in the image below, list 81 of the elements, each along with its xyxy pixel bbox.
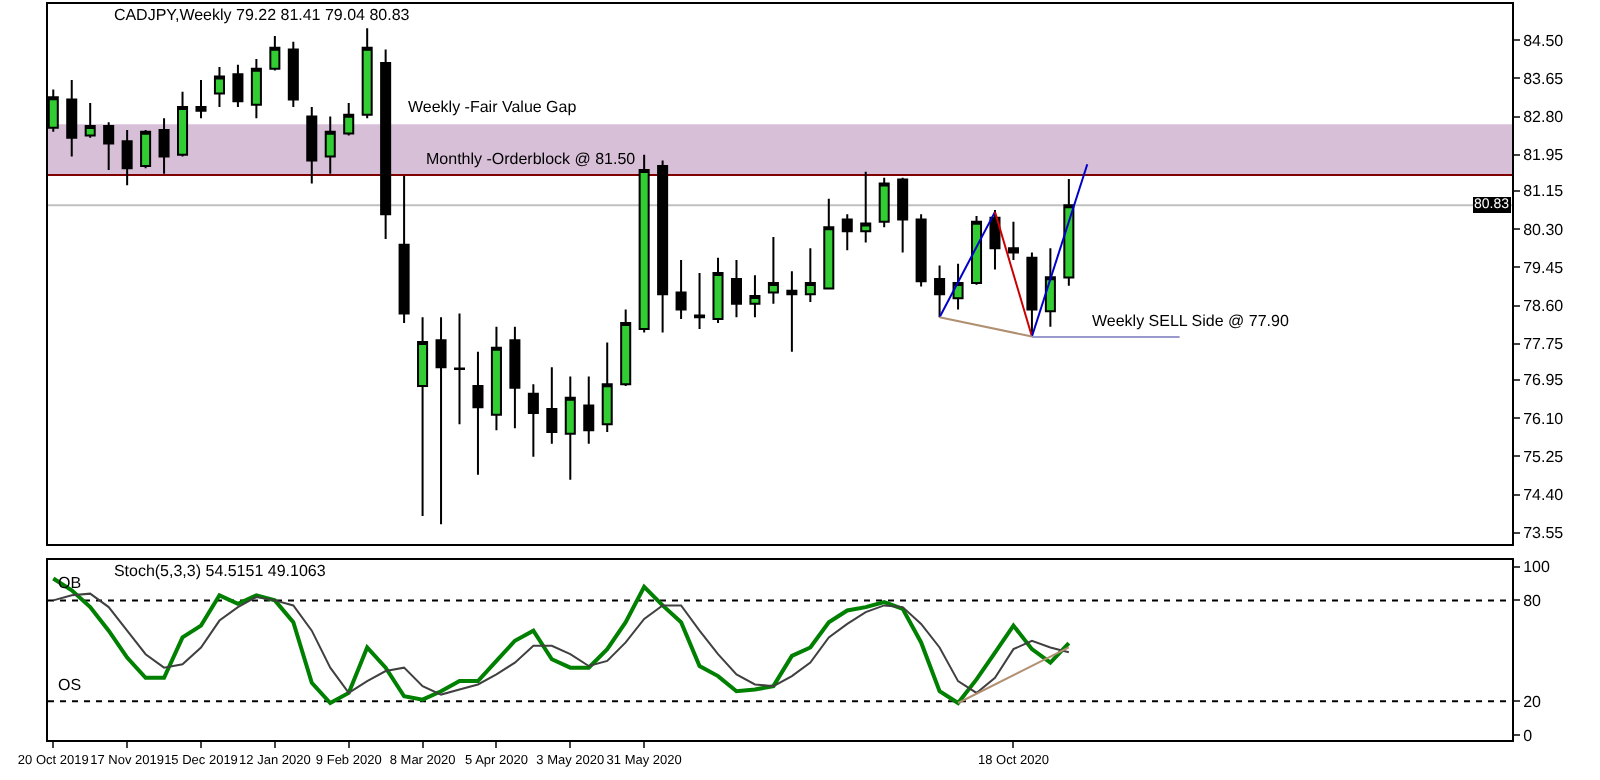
y-tick-label: 83.65 [1523, 69, 1565, 88]
candlestick [583, 375, 595, 445]
y-tick-label: 20 [1523, 692, 1543, 711]
candlestick [213, 66, 225, 109]
y-tick-label: 0 [1523, 726, 1534, 745]
candlestick [306, 106, 318, 185]
y-tick-label: 74.40 [1523, 486, 1565, 505]
candlestick [952, 262, 964, 311]
candlestick [343, 102, 355, 137]
candlestick [1007, 220, 1019, 262]
candlestick [472, 350, 484, 476]
y-tick-label: 73.55 [1523, 524, 1565, 543]
y-tick-label: 77.75 [1523, 335, 1565, 354]
y-tick-label: 80 [1523, 591, 1543, 610]
y-tick-label: 81.95 [1523, 146, 1565, 165]
candlestick [694, 272, 706, 330]
candlestick [657, 159, 669, 334]
candlestick [989, 209, 1001, 271]
candlestick [675, 259, 687, 320]
y-tick-label: 76.95 [1523, 371, 1565, 390]
candlestick [620, 308, 632, 388]
candlestick [546, 366, 558, 445]
candlestick [435, 316, 447, 526]
candlestick [232, 63, 244, 109]
candlestick [324, 115, 336, 175]
y-tick-label: 81.15 [1523, 182, 1565, 201]
candlestick [361, 27, 373, 120]
candlestick [971, 214, 983, 286]
candlestick [84, 102, 96, 139]
candlestick [66, 79, 78, 158]
y-tick-label: 79.45 [1523, 258, 1565, 277]
y-tick-label: 76.10 [1523, 409, 1565, 428]
y-tick-label: 100 [1523, 558, 1551, 577]
candlestick [767, 236, 779, 305]
chart-title: CADJPY,Weekly 79.22 81.41 79.04 80.83 [113, 5, 411, 24]
candlestick [1026, 251, 1038, 338]
candlestick [177, 90, 189, 158]
candlestick [749, 274, 761, 319]
candlestick [250, 57, 262, 120]
annotation: Monthly -Orderblock @ 81.50 [426, 150, 637, 168]
chart-title: Stoch(5,3,3) 54.5151 49.1063 [113, 562, 327, 581]
y-tick-label: 75.25 [1523, 447, 1565, 466]
annotation: Weekly SELL Side @ 77.90 [1092, 312, 1290, 330]
candlestick [841, 213, 853, 252]
candlestick [934, 264, 946, 319]
y-tick-label: 80.30 [1523, 220, 1565, 239]
line-series [52, 592, 1070, 696]
candlestick [380, 48, 392, 240]
candlestick [1044, 247, 1056, 328]
candlestick [195, 79, 207, 120]
candlestick [269, 34, 281, 72]
candlestick [417, 316, 429, 518]
y-tick-label: 84.50 [1523, 31, 1565, 50]
annotation: OS [58, 676, 82, 694]
candlestick [453, 312, 466, 426]
candlestick [860, 170, 872, 244]
candlestick [564, 375, 576, 481]
candlestick [712, 256, 724, 325]
candlestick [915, 213, 927, 288]
candlestick [158, 117, 170, 175]
candlestick [1063, 178, 1075, 287]
candlestick [730, 259, 742, 319]
annotation: Weekly -Fair Value Gap [408, 98, 578, 116]
candlestick [509, 325, 521, 430]
candlestick [638, 153, 650, 334]
candlestick [897, 176, 909, 254]
candlestick [786, 270, 798, 353]
line-series [51, 576, 1071, 705]
candlestick [601, 341, 613, 433]
candlestick [490, 325, 502, 432]
candlestick [804, 247, 816, 303]
candlestick [121, 129, 133, 187]
candlestick [878, 176, 890, 229]
candlestick [823, 197, 835, 291]
candlestick [103, 121, 115, 172]
candlestick [398, 174, 410, 325]
candlestick [527, 383, 539, 458]
candlestick [140, 129, 152, 170]
y-tick-label: 78.60 [1523, 297, 1565, 316]
y-tick-label: 82.80 [1523, 108, 1565, 127]
candlestick [287, 40, 299, 109]
